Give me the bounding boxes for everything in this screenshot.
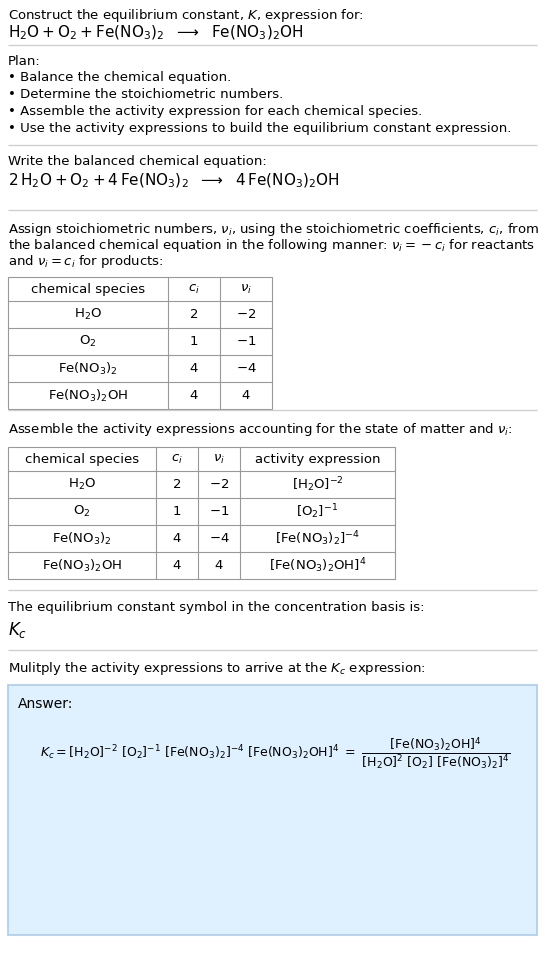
Text: $[\mathrm{Fe(NO_3)_2OH}]^{4}$: $[\mathrm{Fe(NO_3)_2OH}]^{4}$ xyxy=(269,556,366,575)
Text: 4: 4 xyxy=(190,389,198,402)
Text: Plan:: Plan: xyxy=(8,55,41,68)
Text: • Balance the chemical equation.: • Balance the chemical equation. xyxy=(8,71,231,84)
Text: $[\mathrm{H_2O}]^{-2}$: $[\mathrm{H_2O}]^{-2}$ xyxy=(292,475,343,494)
Text: chemical species: chemical species xyxy=(25,453,139,465)
Text: Answer:: Answer: xyxy=(18,697,74,711)
Text: • Use the activity expressions to build the equilibrium constant expression.: • Use the activity expressions to build … xyxy=(8,122,511,135)
Text: $-2$: $-2$ xyxy=(236,308,256,321)
Text: 2: 2 xyxy=(190,308,198,321)
Text: $-1$: $-1$ xyxy=(236,335,256,348)
Text: 2: 2 xyxy=(173,478,181,491)
Text: $\mathrm{Fe(NO_3)_2OH}$: $\mathrm{Fe(NO_3)_2OH}$ xyxy=(42,558,122,573)
Text: $\mathrm{H_2O}$: $\mathrm{H_2O}$ xyxy=(74,307,102,322)
Bar xyxy=(8,277,272,409)
Text: $\nu_i$: $\nu_i$ xyxy=(240,283,252,295)
Text: 1: 1 xyxy=(190,335,198,348)
Text: $c_i$: $c_i$ xyxy=(188,283,200,295)
Text: Construct the equilibrium constant, $K$, expression for:: Construct the equilibrium constant, $K$,… xyxy=(8,7,364,24)
Text: Assemble the activity expressions accounting for the state of matter and $\nu_i$: Assemble the activity expressions accoun… xyxy=(8,421,513,438)
Text: the balanced chemical equation in the following manner: $\nu_i = -c_i$ for react: the balanced chemical equation in the fo… xyxy=(8,237,535,254)
Text: $c_i$: $c_i$ xyxy=(171,453,183,465)
Text: and $\nu_i = c_i$ for products:: and $\nu_i = c_i$ for products: xyxy=(8,253,164,270)
Text: 4: 4 xyxy=(190,362,198,375)
Text: $-1$: $-1$ xyxy=(209,505,229,518)
Text: $[\mathrm{O_2}]^{-1}$: $[\mathrm{O_2}]^{-1}$ xyxy=(296,502,338,521)
Text: $\mathrm{Fe(NO_3)_2}$: $\mathrm{Fe(NO_3)_2}$ xyxy=(52,531,112,546)
Text: 4: 4 xyxy=(215,559,223,572)
Text: Mulitply the activity expressions to arrive at the $K_c$ expression:: Mulitply the activity expressions to arr… xyxy=(8,660,426,677)
Text: Write the balanced chemical equation:: Write the balanced chemical equation: xyxy=(8,155,267,168)
Text: • Assemble the activity expression for each chemical species.: • Assemble the activity expression for e… xyxy=(8,105,422,118)
Text: activity expression: activity expression xyxy=(255,453,380,465)
Text: $\mathrm{H_2O}$: $\mathrm{H_2O}$ xyxy=(68,477,96,492)
Text: $\mathrm{O_2}$: $\mathrm{O_2}$ xyxy=(73,504,90,519)
Text: 1: 1 xyxy=(173,505,181,518)
Bar xyxy=(8,447,395,579)
Text: $\nu_i$: $\nu_i$ xyxy=(213,453,225,465)
Bar xyxy=(8,685,537,935)
Text: The equilibrium constant symbol in the concentration basis is:: The equilibrium constant symbol in the c… xyxy=(8,601,425,614)
Text: 4: 4 xyxy=(173,559,181,572)
Text: $-2$: $-2$ xyxy=(209,478,229,491)
Text: $[\mathrm{Fe(NO_3)_2}]^{-4}$: $[\mathrm{Fe(NO_3)_2}]^{-4}$ xyxy=(275,529,360,548)
Text: chemical species: chemical species xyxy=(31,283,145,295)
Text: $-4$: $-4$ xyxy=(235,362,256,375)
Text: 4: 4 xyxy=(173,532,181,545)
Text: $\mathrm{O_2}$: $\mathrm{O_2}$ xyxy=(79,334,96,349)
Text: Assign stoichiometric numbers, $\nu_i$, using the stoichiometric coefficients, $: Assign stoichiometric numbers, $\nu_i$, … xyxy=(8,221,539,238)
Text: $-4$: $-4$ xyxy=(209,532,229,545)
Text: $2\,\mathrm{H_2O + O_2 + 4\,Fe(NO_3)_2}$  $\longrightarrow$  $4\,\mathrm{Fe(NO_3: $2\,\mathrm{H_2O + O_2 + 4\,Fe(NO_3)_2}$… xyxy=(8,172,340,190)
Text: $\mathrm{Fe(NO_3)_2}$: $\mathrm{Fe(NO_3)_2}$ xyxy=(58,361,118,376)
Text: $K_c$: $K_c$ xyxy=(8,620,27,640)
Text: • Determine the stoichiometric numbers.: • Determine the stoichiometric numbers. xyxy=(8,88,283,101)
Text: $\mathrm{H_2O + O_2 + Fe(NO_3)_2}$  $\longrightarrow$  $\mathrm{Fe(NO_3)_2OH}$: $\mathrm{H_2O + O_2 + Fe(NO_3)_2}$ $\lon… xyxy=(8,24,304,42)
Text: $\mathrm{Fe(NO_3)_2OH}$: $\mathrm{Fe(NO_3)_2OH}$ xyxy=(48,388,128,403)
Text: 4: 4 xyxy=(242,389,250,402)
Text: $K_c = [\mathrm{H_2O}]^{-2}\ [\mathrm{O_2}]^{-1}\ [\mathrm{Fe(NO_3)_2}]^{-4}\ [\: $K_c = [\mathrm{H_2O}]^{-2}\ [\mathrm{O_… xyxy=(40,735,510,771)
